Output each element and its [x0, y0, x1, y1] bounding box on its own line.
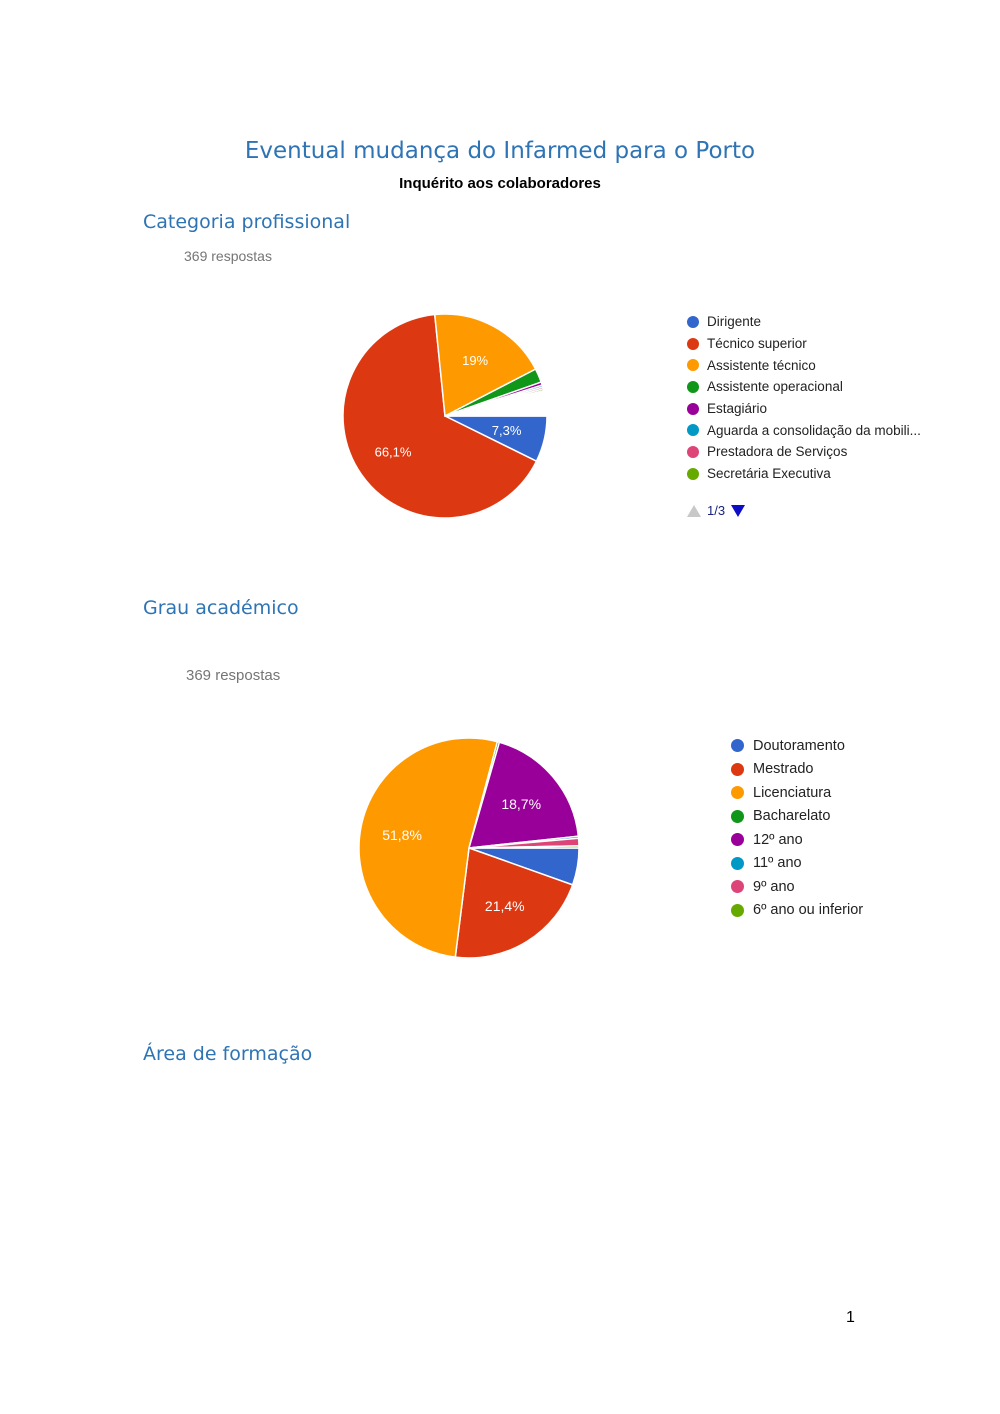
categoria-legend-item-assistente-operacional: Assistente operacional — [687, 376, 921, 398]
pager-label: 1/3 — [707, 503, 726, 518]
section-heading-area: Área de formação — [143, 1043, 313, 1065]
grau-slice-6-ano-ou-inferior — [468, 845, 580, 849]
legend-swatch-icon — [687, 467, 699, 480]
grau-legend-item-mestrado: Mestrado — [731, 758, 863, 782]
grau-slice-mestrado — [454, 846, 574, 959]
legend-label: Estagiário — [707, 401, 768, 417]
legend-label: Doutoramento — [753, 737, 845, 754]
legend-swatch-icon — [731, 903, 744, 917]
categoria-legend-item-tecnico-superior: Técnico superior — [687, 333, 921, 355]
legend-label: 6º ano ou inferior — [753, 902, 864, 919]
pager-up-icon[interactable] — [687, 504, 701, 517]
categoria-slice-assistente-tecnico — [433, 313, 537, 418]
categoria-legend-item-estagiario: Estagiário — [687, 398, 921, 420]
legend-swatch-icon — [731, 786, 744, 800]
categoria-legend-item-secretaria-executiva: Secretária Executiva — [687, 463, 921, 485]
legend-swatch-icon — [731, 833, 744, 847]
legend-swatch-icon — [687, 402, 699, 415]
legend-swatch-icon — [687, 445, 699, 458]
legend-swatch-icon — [731, 809, 744, 823]
grau-legend-item-11-ano: 11º ano — [731, 852, 863, 876]
legend-swatch-icon — [687, 380, 699, 393]
legend-label: 11º ano — [753, 855, 802, 872]
legend-label: Bacharelato — [753, 808, 831, 825]
section-heading-categoria: Categoria profissional — [143, 211, 351, 233]
legend-grau: Doutoramento Mestrado Licenciatura Bacharel… — [731, 734, 863, 922]
grau-slice-licenciatura — [358, 737, 499, 958]
legend-label: Assistente técnico — [707, 357, 816, 373]
pager-down-icon[interactable] — [731, 504, 746, 517]
grau-legend-item-bacharelato: Bacharelato — [731, 805, 863, 829]
legend-label: Secretária Executiva — [707, 466, 831, 482]
legend-categoria: Dirigente Técnico superior Assistente técn… — [687, 311, 921, 485]
grau-legend-item-doutoramento: Doutoramento — [731, 734, 863, 758]
categoria-data-label-tecnico-superior: 66,1% — [375, 445, 412, 460]
legend-label: 12º ano — [753, 831, 803, 848]
legend-swatch-icon — [731, 856, 744, 870]
categoria-slice-other-legend-pages-2-3 — [444, 389, 548, 417]
legend-swatch-icon — [687, 315, 699, 328]
pie-chart-categoria: 7,3% 66,1% 19% — [342, 313, 548, 519]
grau-data-label-licenciatura: 51,8% — [382, 827, 422, 843]
legend-swatch-icon — [687, 359, 699, 372]
grau-data-label-12-ano: 18,7% — [501, 796, 541, 812]
categoria-legend-item-assistente-tecnico: Assistente técnico — [687, 354, 921, 376]
legend-label: Aguarda a consolidação da mobili... — [707, 422, 921, 438]
categoria-legend-item-dirigente: Dirigente — [687, 311, 921, 333]
grau-legend-item-12-ano: 12º ano — [731, 828, 863, 852]
legend-swatch-icon — [687, 424, 699, 437]
legend-swatch-icon — [731, 739, 744, 753]
legend-label: Mestrado — [753, 761, 814, 778]
responses-count: 369 respostas — [184, 248, 272, 264]
pie-chart-grau: 21,4% 51,8% 18,7% — [358, 737, 580, 959]
grau-legend-item-9-ano: 9º ano — [731, 875, 863, 899]
grau-legend-item-licenciatura: Licenciatura — [731, 781, 863, 805]
document-subtitle: Inquérito aos colaboradores — [399, 175, 601, 192]
legend-label: Técnico superior — [707, 336, 807, 352]
legend-label: Prestadora de Serviços — [707, 444, 848, 460]
legend-label: Dirigente — [707, 314, 762, 330]
page-number: 1 — [846, 1309, 855, 1326]
section-heading-grau: Grau académico — [143, 597, 299, 619]
legend-swatch-icon — [731, 880, 744, 894]
legend-label: Assistente operacional — [707, 379, 843, 395]
categoria-data-label-assistente-tecnico: 19% — [462, 353, 488, 368]
legend-pager: 1/3 — [687, 503, 746, 518]
document-title: Eventual mudança do Infarmed para o Port… — [244, 138, 756, 164]
categoria-legend-item-prestadora-de-servicos: Prestadora de Serviços — [687, 441, 921, 463]
legend-swatch-icon — [731, 762, 744, 776]
legend-label: 9º ano — [753, 878, 795, 895]
responses-count: 369 respostas — [186, 667, 281, 684]
categoria-data-label-dirigente: 7,3% — [492, 423, 522, 438]
legend-swatch-icon — [687, 337, 699, 350]
grau-slice-12-ano — [467, 741, 580, 849]
categoria-slice-tecnico-superior — [342, 313, 538, 519]
legend-label: Licenciatura — [753, 784, 832, 801]
grau-data-label-mestrado: 21,4% — [485, 898, 525, 914]
categoria-legend-item-aguarda-a-consolidacao-da-mobili: Aguarda a consolidação da mobili... — [687, 419, 921, 441]
grau-legend-item-6-ano-ou-inferior: 6º ano ou inferior — [731, 899, 863, 923]
